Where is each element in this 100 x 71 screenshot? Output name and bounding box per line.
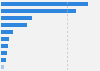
Bar [1,30,13,34]
Bar [1,37,9,41]
Bar [1,16,32,20]
Bar [1,44,8,48]
Bar [1,9,76,13]
Bar [1,23,27,27]
Bar [1,58,6,62]
Bar [1,65,4,69]
Bar [1,51,7,55]
Bar [1,2,88,6]
